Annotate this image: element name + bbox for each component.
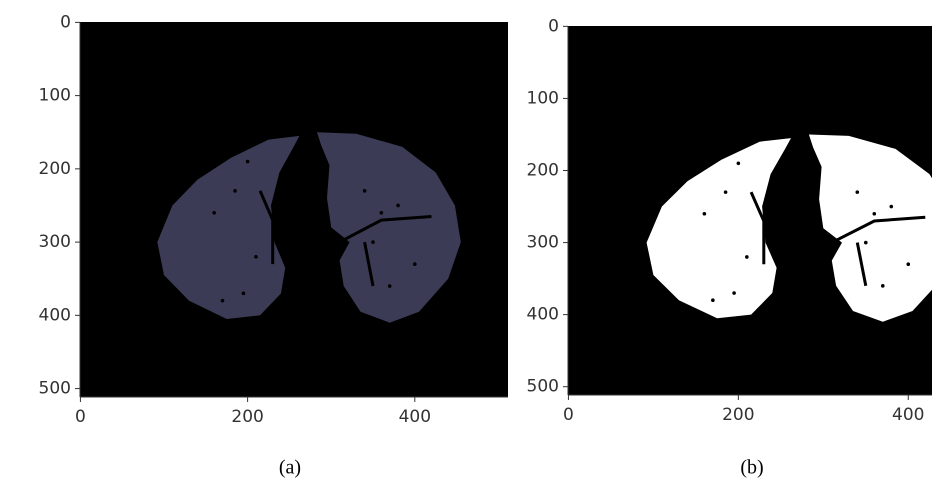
lung-spot [388,284,392,288]
y-tick-label: 200 [39,159,71,179]
x-tick-label: 0 [75,407,86,427]
lung-spot [906,262,910,266]
y-tick-label: 500 [527,377,559,397]
lung-spot [380,211,384,215]
lung-spot [737,161,741,165]
lung-spot [864,241,868,245]
lung-spot [855,190,859,194]
lung-spot [872,212,876,216]
lung-spot [881,284,885,288]
lung-spot [242,292,246,296]
y-tick-label: 300 [527,233,559,253]
lung-spot [745,255,749,259]
caption: (a) [279,457,301,479]
x-tick-label: 0 [563,405,574,425]
lung-spot [724,190,728,194]
x-tick-label: 200 [231,407,263,427]
lung-spot [246,160,250,164]
lung-spot [413,262,417,266]
lung-spot [732,291,736,295]
lung-spot [396,204,400,208]
y-tick-label: 400 [39,305,71,325]
lung-spot [371,240,375,244]
lung-spot [221,299,225,303]
lung-spot [254,255,258,259]
lung-spot [233,189,237,193]
lung-spot [703,212,707,216]
lung-spot [212,211,216,215]
y-tick-label: 500 [39,379,71,399]
page: 01002003004005000200400(a)01002003004005… [0,0,932,489]
x-tick-label: 200 [722,405,754,425]
lung-spot [711,298,715,302]
lung-spot [363,189,367,193]
y-tick-label: 0 [60,12,71,32]
y-tick-label: 100 [39,86,71,106]
y-tick-label: 300 [39,232,71,252]
x-tick-label: 400 [399,407,431,427]
caption: (b) [740,457,763,479]
figure: 01002003004005000200400(a)01002003004005… [0,0,932,489]
y-tick-label: 400 [527,305,559,325]
x-tick-label: 400 [892,405,924,425]
y-tick-label: 200 [527,161,559,181]
y-tick-label: 100 [527,88,559,108]
y-tick-label: 0 [548,16,559,36]
lung-spot [889,205,893,209]
